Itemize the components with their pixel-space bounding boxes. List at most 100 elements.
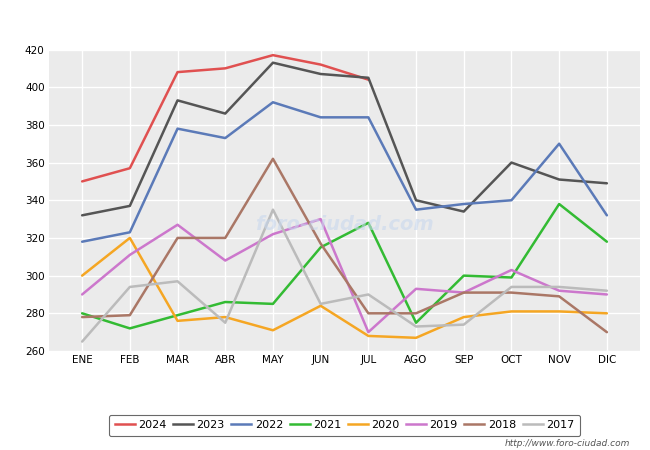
2020	[78, 273, 86, 278]
2024	[269, 53, 277, 58]
2022	[603, 212, 611, 218]
2020	[508, 309, 515, 314]
2021	[555, 201, 563, 207]
2023	[78, 212, 86, 218]
2020	[222, 315, 229, 320]
2018	[78, 315, 86, 320]
2017	[222, 320, 229, 325]
2023	[174, 98, 181, 103]
2023	[555, 177, 563, 182]
2017	[174, 279, 181, 284]
2018	[603, 329, 611, 335]
Text: foro-ciudad.com: foro-ciudad.com	[255, 215, 434, 234]
2018	[174, 235, 181, 241]
2021	[603, 239, 611, 244]
2020	[460, 315, 467, 320]
Line: 2017: 2017	[82, 210, 607, 342]
2018	[412, 310, 420, 316]
2023	[603, 180, 611, 186]
2018	[317, 241, 324, 246]
2020	[317, 303, 324, 309]
2023	[222, 111, 229, 116]
2021	[508, 275, 515, 280]
2019	[555, 288, 563, 293]
2024	[174, 69, 181, 75]
2019	[508, 267, 515, 273]
2023	[365, 75, 372, 81]
Line: 2019: 2019	[82, 219, 607, 332]
2021	[78, 310, 86, 316]
2018	[508, 290, 515, 295]
Text: Afiliados en Olocau a 31/8/2024: Afiliados en Olocau a 31/8/2024	[192, 11, 458, 29]
2024	[365, 77, 372, 82]
2022	[555, 141, 563, 146]
2024	[317, 62, 324, 67]
2023	[412, 198, 420, 203]
2022	[269, 99, 277, 105]
2023	[126, 203, 134, 209]
2022	[78, 239, 86, 244]
2020	[603, 310, 611, 316]
2022	[222, 135, 229, 141]
Line: 2024: 2024	[82, 55, 369, 181]
2021	[222, 299, 229, 305]
2020	[365, 333, 372, 338]
2020	[555, 309, 563, 314]
2018	[126, 312, 134, 318]
2017	[365, 292, 372, 297]
2021	[460, 273, 467, 278]
2017	[460, 322, 467, 327]
Text: http://www.foro-ciudad.com: http://www.foro-ciudad.com	[505, 439, 630, 448]
2020	[269, 328, 277, 333]
2023	[508, 160, 515, 165]
2017	[603, 288, 611, 293]
2019	[460, 290, 467, 295]
Line: 2018: 2018	[82, 159, 607, 332]
2024	[126, 166, 134, 171]
2024	[222, 66, 229, 71]
2020	[412, 335, 420, 341]
2021	[412, 320, 420, 325]
2022	[460, 201, 467, 207]
Line: 2022: 2022	[82, 102, 607, 242]
2023	[460, 209, 467, 214]
2022	[174, 126, 181, 131]
2023	[317, 71, 324, 76]
2021	[317, 245, 324, 250]
2021	[174, 312, 181, 318]
2018	[269, 156, 277, 162]
2018	[555, 294, 563, 299]
2017	[508, 284, 515, 290]
2019	[222, 258, 229, 263]
2019	[317, 216, 324, 222]
2017	[269, 207, 277, 212]
Line: 2021: 2021	[82, 204, 607, 328]
2018	[365, 310, 372, 316]
2019	[269, 231, 277, 237]
2022	[365, 115, 372, 120]
2021	[365, 220, 372, 225]
2017	[78, 339, 86, 344]
2018	[460, 290, 467, 295]
2019	[174, 222, 181, 227]
2022	[317, 115, 324, 120]
2022	[412, 207, 420, 212]
2018	[222, 235, 229, 241]
2020	[126, 235, 134, 241]
2019	[603, 292, 611, 297]
2020	[174, 318, 181, 324]
2017	[317, 301, 324, 306]
Line: 2020: 2020	[82, 238, 607, 338]
2021	[269, 301, 277, 306]
2022	[126, 230, 134, 235]
2017	[126, 284, 134, 290]
2019	[126, 252, 134, 257]
2023	[269, 60, 277, 65]
2022	[508, 198, 515, 203]
Line: 2023: 2023	[82, 63, 607, 215]
2019	[78, 292, 86, 297]
2019	[412, 286, 420, 292]
2017	[555, 284, 563, 290]
2019	[365, 329, 372, 335]
2021	[126, 326, 134, 331]
